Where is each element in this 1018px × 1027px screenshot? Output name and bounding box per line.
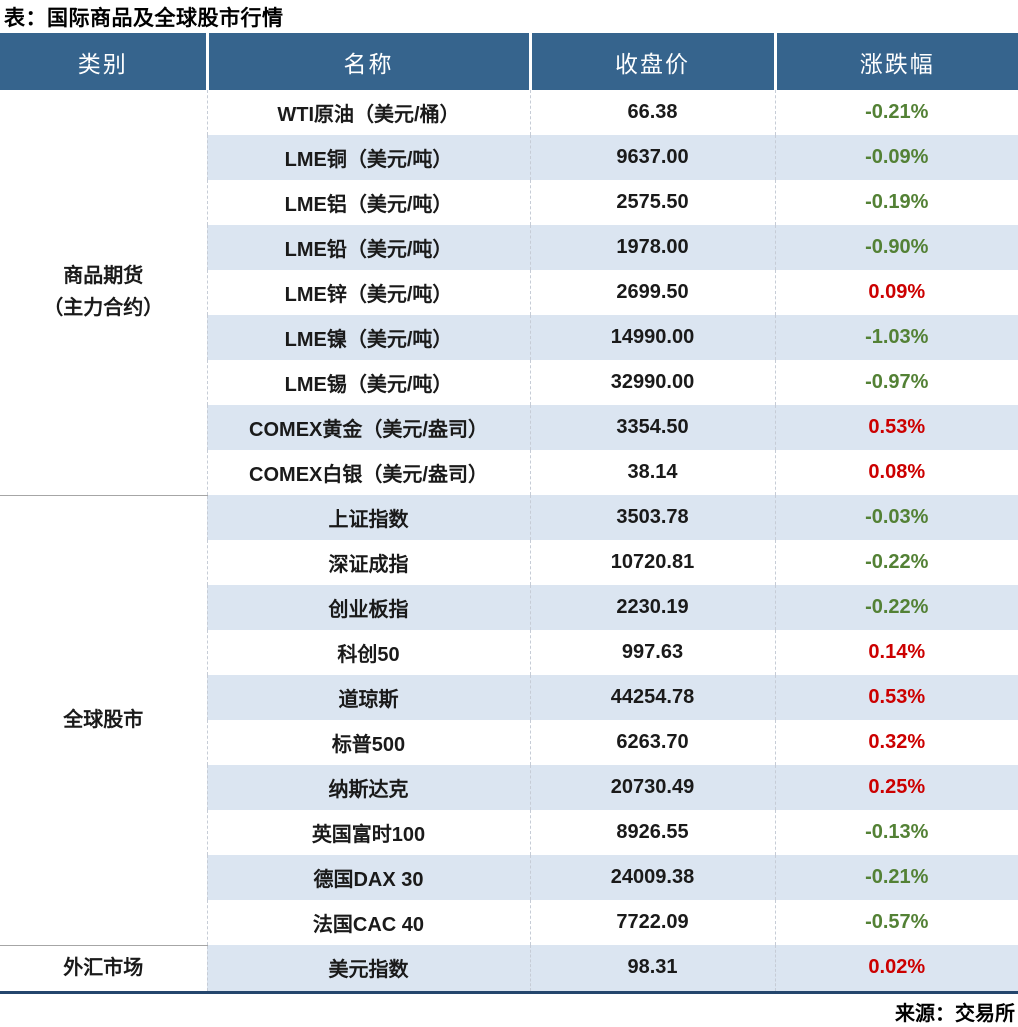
close-price-cell: 6263.70 xyxy=(530,720,776,765)
table-row: 道琼斯 44254.78 0.53% xyxy=(0,675,1018,720)
instrument-name-cell: 标普500 xyxy=(207,720,531,765)
instrument-name-cell: LME铝（美元/吨） xyxy=(207,180,531,225)
instrument-name-cell: 英国富时100 xyxy=(207,810,531,855)
header-row: 类别 名称 收盘价 涨跌幅 xyxy=(0,33,1018,90)
change-percent-cell: -1.03% xyxy=(775,315,1018,360)
table-row: 商品期货 （主力合约） WTI原油（美元/桶） 66.38 -0.21% xyxy=(0,90,1018,495)
table-row: 德国DAX 30 24009.38 -0.21% xyxy=(0,855,1018,900)
close-price-cell: 44254.78 xyxy=(530,675,776,720)
instrument-name-cell: LME铜（美元/吨） xyxy=(207,135,531,180)
instrument-name-cell: LME铅（美元/吨） xyxy=(207,225,531,270)
instrument-name-cell: 科创50 xyxy=(207,630,531,675)
change-percent-cell: -0.03% xyxy=(775,495,1018,540)
table-row: 外汇市场 美元指数 98.31 0.02% xyxy=(0,944,1018,992)
change-percent-cell: -0.09% xyxy=(775,135,1018,180)
change-percent-cell: -0.21% xyxy=(775,90,1018,135)
table-row: 深证成指 10720.81 -0.22% xyxy=(0,540,1018,585)
instrument-name-cell: 上证指数 xyxy=(207,495,531,540)
market-table: 类别 名称 收盘价 涨跌幅 商品期货 （主力合约） WTI原油（美元/桶） 66.3… xyxy=(0,33,1018,994)
close-price-cell: 38.14 xyxy=(530,450,776,495)
header-close: 收盘价 xyxy=(528,33,775,90)
close-price-cell: 24009.38 xyxy=(530,855,776,900)
close-price-cell: 1978.00 xyxy=(530,225,776,270)
category-cell: 全球股市 xyxy=(0,494,208,945)
header-change: 涨跌幅 xyxy=(773,33,1018,90)
table-row: LME铜（美元/吨） 9637.00 -0.09% xyxy=(0,135,1018,180)
instrument-name-cell: COMEX白银（美元/盎司） xyxy=(207,450,531,495)
table-body: 商品期货 （主力合约） WTI原油（美元/桶） 66.38 -0.21% LME铜（美元… xyxy=(0,90,1018,992)
table-row: LME锡（美元/吨） 32990.00 -0.97% xyxy=(0,360,1018,405)
close-price-cell: 997.63 xyxy=(530,630,776,675)
change-percent-cell: -0.21% xyxy=(775,855,1018,900)
change-percent-cell: -0.57% xyxy=(775,900,1018,945)
instrument-name-cell: COMEX黄金（美元/盎司） xyxy=(207,405,531,450)
instrument-name-cell: 深证成指 xyxy=(207,540,531,585)
instrument-name-cell: 纳斯达克 xyxy=(207,765,531,810)
table-row: LME镍（美元/吨） 14990.00 -1.03% xyxy=(0,315,1018,360)
close-price-cell: 98.31 xyxy=(530,945,776,992)
instrument-name-cell: 道琼斯 xyxy=(207,675,531,720)
table-row: 英国富时100 8926.55 -0.13% xyxy=(0,810,1018,855)
category-cell: 外汇市场 xyxy=(0,944,208,992)
instrument-name-cell: LME锡（美元/吨） xyxy=(207,360,531,405)
close-price-cell: 8926.55 xyxy=(530,810,776,855)
table-row: 纳斯达克 20730.49 0.25% xyxy=(0,765,1018,810)
change-percent-cell: -0.97% xyxy=(775,360,1018,405)
close-price-cell: 10720.81 xyxy=(530,540,776,585)
table-row: 科创50 997.63 0.14% xyxy=(0,630,1018,675)
table-row: 标普500 6263.70 0.32% xyxy=(0,720,1018,765)
close-price-cell: 7722.09 xyxy=(530,900,776,945)
instrument-name-cell: WTI原油（美元/桶） xyxy=(207,90,531,135)
table-row: 法国CAC 40 7722.09 -0.57% xyxy=(0,900,1018,945)
change-percent-cell: -0.19% xyxy=(775,180,1018,225)
change-percent-cell: -0.22% xyxy=(775,540,1018,585)
table-row: LME铝（美元/吨） 2575.50 -0.19% xyxy=(0,180,1018,225)
table-row: COMEX白银（美元/盎司） 38.14 0.08% xyxy=(0,450,1018,495)
table-row: LME锌（美元/吨） 2699.50 0.09% xyxy=(0,270,1018,315)
change-percent-cell: 0.32% xyxy=(775,720,1018,765)
close-price-cell: 2230.19 xyxy=(530,585,776,630)
category-cell: 商品期货 （主力合约） xyxy=(0,90,208,495)
close-price-cell: 2699.50 xyxy=(530,270,776,315)
table-row: COMEX黄金（美元/盎司） 3354.50 0.53% xyxy=(0,405,1018,450)
close-price-cell: 66.38 xyxy=(530,90,776,135)
header-name: 名称 xyxy=(205,33,530,90)
page-title: 表：国际商品及全球股市行情 xyxy=(4,6,284,30)
close-price-cell: 3503.78 xyxy=(530,495,776,540)
instrument-name-cell: LME锌（美元/吨） xyxy=(207,270,531,315)
table-row: LME铅（美元/吨） 1978.00 -0.90% xyxy=(0,225,1018,270)
table-header: 类别 名称 收盘价 涨跌幅 xyxy=(0,33,1018,90)
change-percent-cell: 0.14% xyxy=(775,630,1018,675)
change-percent-cell: 0.53% xyxy=(775,405,1018,450)
header-category: 类别 xyxy=(0,33,207,90)
change-percent-cell: 0.09% xyxy=(775,270,1018,315)
close-price-cell: 20730.49 xyxy=(530,765,776,810)
instrument-name-cell: 创业板指 xyxy=(207,585,531,630)
close-price-cell: 2575.50 xyxy=(530,180,776,225)
change-percent-cell: 0.25% xyxy=(775,765,1018,810)
close-price-cell: 9637.00 xyxy=(530,135,776,180)
table-row: 创业板指 2230.19 -0.22% xyxy=(0,585,1018,630)
change-percent-cell: 0.53% xyxy=(775,675,1018,720)
instrument-name-cell: 德国DAX 30 xyxy=(207,855,531,900)
close-price-cell: 14990.00 xyxy=(530,315,776,360)
table-row: 全球股市 上证指数 3503.78 -0.03% xyxy=(0,494,1018,945)
instrument-name-cell: 法国CAC 40 xyxy=(207,900,531,945)
change-percent-cell: -0.22% xyxy=(775,585,1018,630)
change-percent-cell: -0.90% xyxy=(775,225,1018,270)
close-price-cell: 32990.00 xyxy=(530,360,776,405)
instrument-name-cell: 美元指数 xyxy=(207,945,531,992)
close-price-cell: 3354.50 xyxy=(530,405,776,450)
instrument-name-cell: LME镍（美元/吨） xyxy=(207,315,531,360)
change-percent-cell: 0.08% xyxy=(775,450,1018,495)
change-percent-cell: -0.13% xyxy=(775,810,1018,855)
change-percent-cell: 0.02% xyxy=(775,945,1018,992)
source-note: 来源：交易所 xyxy=(895,1003,1015,1025)
